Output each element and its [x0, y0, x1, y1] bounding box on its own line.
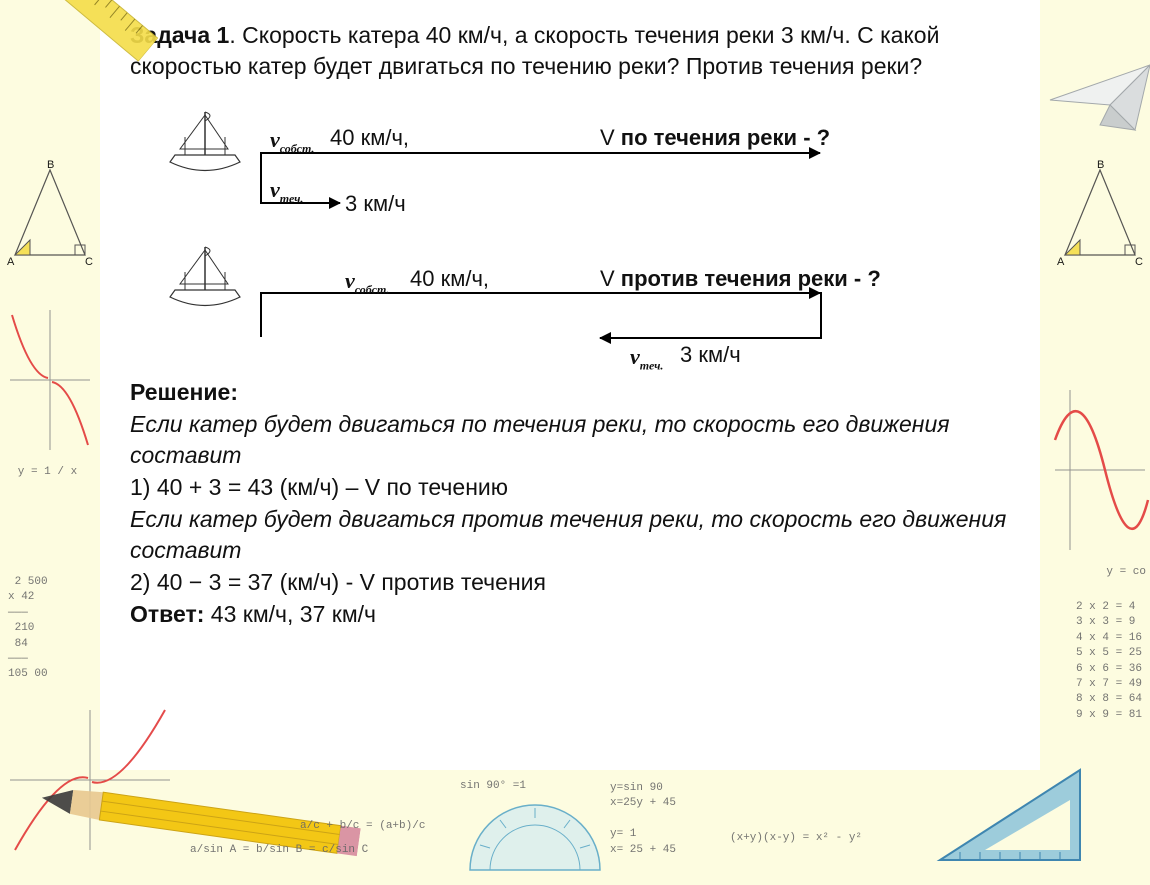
- graph-label: y = 1 / x: [0, 465, 95, 480]
- solution-block: Решение: Если катер будет двигаться по т…: [130, 377, 1010, 630]
- solution-step2: 2) 40 − 3 = 37 (км/ч) - V против течения: [130, 567, 1010, 598]
- triangle-left-icon: A B C: [5, 160, 95, 275]
- solution-line1: Если катер будет двигаться по течения ре…: [130, 409, 1010, 471]
- set-square-icon: [930, 760, 1090, 875]
- sine-rule: a/sin A = b/sin B = c/sin C: [190, 843, 368, 858]
- long-division: 2 500 x 42 ——— 210 84 ——— 105 00: [8, 575, 48, 683]
- v-cur-sub: теч.: [280, 191, 304, 205]
- q-bold: по течения реки - ?: [621, 125, 830, 150]
- v-own-symbol: v: [270, 127, 280, 152]
- v-own-value: 40 км/ч,: [410, 264, 489, 294]
- question-downstream: V по течения реки - ?: [600, 123, 830, 153]
- v-cur-symbol: v: [270, 177, 280, 202]
- diagram-upstream: vсобст. 40 км/ч, vтеч. 3 км/ч V против т…: [130, 242, 1010, 372]
- main-content: Задача 1. Скорость катера 40 км/ч, а ско…: [100, 0, 1040, 770]
- svg-text:A: A: [7, 256, 15, 268]
- v-own-sub: собст.: [280, 141, 315, 155]
- q-prefix: V: [600, 266, 621, 291]
- sin90: sin 90° =1: [460, 779, 526, 794]
- graph-cos-label: y = co: [1050, 565, 1150, 580]
- q-bold: против течения реки - ?: [621, 266, 881, 291]
- v-own-symbol: v: [345, 268, 355, 293]
- times-table: 2 x 2 = 4 3 x 3 = 9 4 x 4 = 16 5 x 5 = 2…: [1076, 600, 1142, 723]
- v-own-sub: собст.: [355, 282, 390, 296]
- v-cur-value: 3 км/ч: [345, 189, 406, 219]
- v-cur-sub: теч.: [640, 358, 664, 372]
- problem-text: . Скорость катера 40 км/ч, а скорость те…: [130, 22, 939, 79]
- answer-label: Ответ:: [130, 601, 204, 627]
- protractor-icon: [460, 800, 610, 885]
- answer-value: 43 км/ч, 37 км/ч: [204, 601, 376, 627]
- svg-text:C: C: [85, 256, 93, 268]
- v-cur-symbol: v: [630, 344, 640, 369]
- solution-heading: Решение:: [130, 377, 1010, 408]
- diagram-downstream: vсобст. 40 км/ч, vтеч. 3 км/ч V по течен…: [130, 107, 1010, 237]
- v-cur-value: 3 км/ч: [680, 340, 741, 370]
- graph-1overx-icon: y = 1 / x: [0, 300, 95, 480]
- problem-statement: Задача 1. Скорость катера 40 км/ч, а ско…: [130, 20, 1010, 82]
- fraction-rule: a/c + b/c = (a+b)/c: [300, 819, 425, 834]
- svg-text:A: A: [1057, 256, 1065, 268]
- polynomial: (x+y)(x-y) = x² - y²: [730, 831, 862, 846]
- question-upstream: V против течения реки - ?: [600, 264, 881, 294]
- triangle-right-icon: A B C: [1055, 160, 1145, 275]
- svg-text:B: B: [47, 160, 54, 171]
- svg-text:C: C: [1135, 256, 1143, 268]
- svg-text:B: B: [1097, 160, 1104, 171]
- equation-system: y=sin 90 x=25y + 45 y= 1 x= 25 + 45: [610, 781, 676, 858]
- graph-cos-icon: y = co: [1050, 380, 1150, 580]
- ship-icon: [160, 107, 250, 185]
- solution-line2: Если катер будет двигаться против течени…: [130, 504, 1010, 566]
- q-prefix: V: [600, 125, 621, 150]
- solution-step1: 1) 40 + 3 = 43 (км/ч) – V по течению: [130, 472, 1010, 503]
- v-own-value: 40 км/ч,: [330, 123, 409, 153]
- graph-bottom-icon: [0, 700, 180, 865]
- ship-icon: [160, 242, 250, 320]
- paper-plane-icon: [1040, 55, 1150, 150]
